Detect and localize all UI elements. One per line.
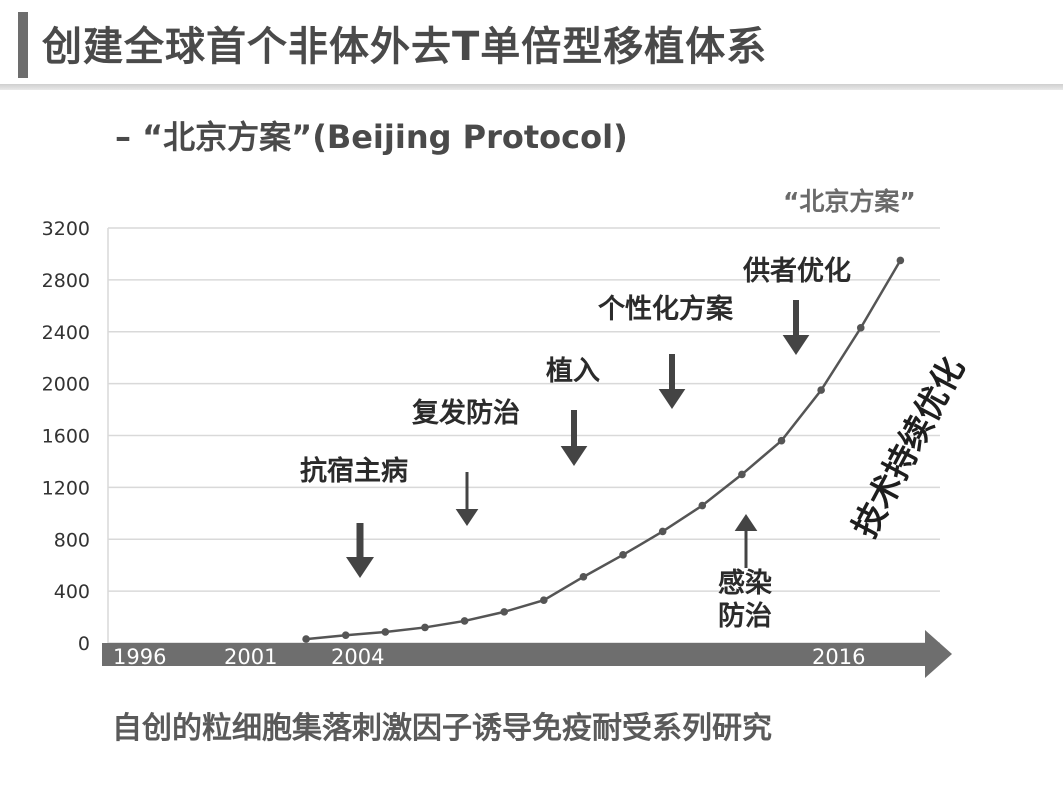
data-point: [698, 501, 707, 510]
data-point: [619, 551, 627, 559]
annotation-label: 感染: [718, 567, 772, 599]
data-point: [817, 386, 825, 394]
y-tick-label: 2000: [42, 374, 90, 396]
x-tick-label: 2004: [331, 645, 384, 669]
annotation-arrow-head: [346, 557, 374, 578]
annotation-arrow-head: [782, 335, 810, 355]
x-tick-label: 2016: [812, 645, 865, 669]
annotation-label: 供者优化: [742, 256, 851, 287]
data-point: [500, 608, 508, 616]
data-point: [896, 256, 905, 265]
x-tick-label: 2001: [224, 645, 277, 669]
page-subtitle: – “北京方案”(Beijing Protocol): [115, 118, 628, 156]
x-tick-label: 1996: [113, 645, 166, 669]
y-tick-label: 3200: [42, 218, 90, 240]
data-point: [421, 623, 429, 632]
data-point: [341, 631, 350, 640]
x-axis-ticks: 1996 2001 2004 2016: [113, 645, 865, 669]
y-tick-label: 1200: [42, 477, 90, 499]
annotation-arrow-head: [455, 509, 479, 526]
data-point: [658, 527, 667, 536]
annotation-arrow-head: [658, 389, 686, 409]
data-point: [579, 573, 588, 581]
annotation-label: 植入: [546, 355, 600, 387]
y-tick-label: 800: [54, 529, 90, 551]
side-trend-label: 技术持续优化: [845, 351, 972, 544]
annotation-label: 个性化方案: [598, 293, 734, 325]
y-tick-label: 2800: [42, 270, 90, 292]
data-point: [381, 628, 390, 636]
series-line-layer: “北京方案”: [302, 187, 916, 643]
annotation-arrow-head: [560, 446, 588, 466]
y-tick-label: 2400: [42, 322, 90, 344]
series-end-label: “北京方案”: [783, 187, 916, 216]
title-accent-bar: [18, 12, 28, 78]
annotation-label: 抗宿主病: [300, 455, 408, 487]
data-point: [540, 596, 548, 605]
y-tick-label: 400: [54, 581, 90, 603]
y-axis-ticks: 0 400 800 1200 1600 2000 2400 2800 3200: [42, 218, 90, 655]
footer-caption: 自创的粒细胞集落刺激因子诱导免疫耐受系列研究: [112, 711, 772, 746]
series-line: [305, 259, 902, 641]
data-point: [856, 324, 865, 332]
data-point: [302, 635, 310, 643]
annotation-label: 防治: [718, 601, 772, 632]
data-point: [738, 470, 746, 479]
annotation-label: 复发防治: [412, 397, 520, 429]
timeline-arrow-band: [102, 630, 952, 678]
page-title: 创建全球首个非体外去T单倍型移植体系: [42, 24, 768, 70]
title-divider: [0, 84, 1063, 90]
data-point: [460, 617, 469, 625]
y-tick-label: 1600: [42, 426, 90, 448]
grid-lines: [107, 227, 940, 644]
data-point: [777, 436, 786, 445]
annotation-arrow-head: [734, 514, 758, 531]
x-axis-timeline-band: [102, 630, 952, 678]
y-tick-label: 0: [78, 633, 90, 655]
